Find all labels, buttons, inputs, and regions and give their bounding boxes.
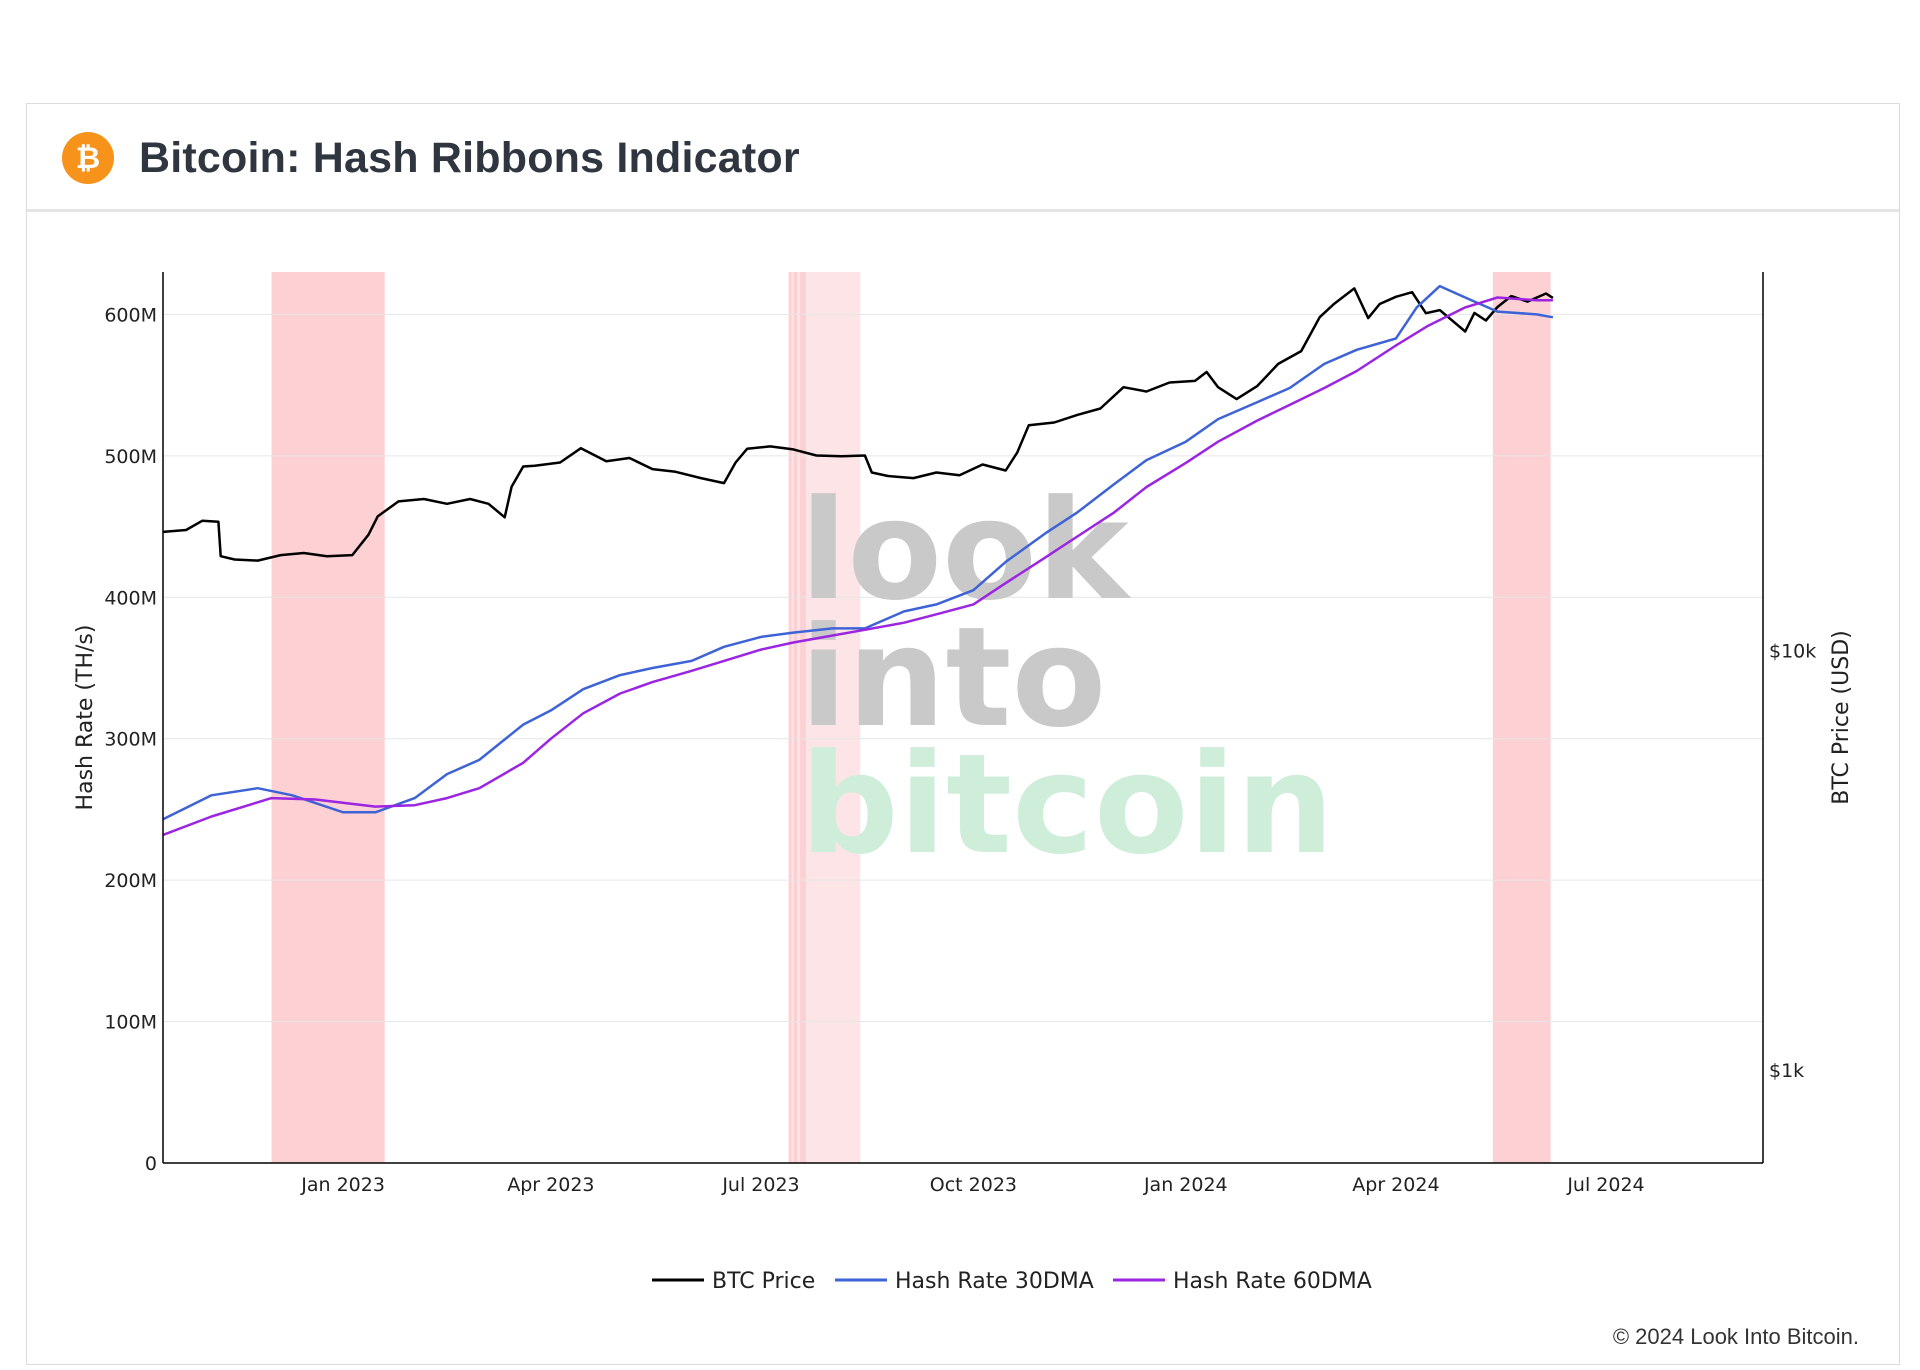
legend-label: Hash Rate 60DMA <box>1173 1269 1372 1294</box>
y-tick-label: 100M <box>104 1012 157 1034</box>
x-tick-label: Oct 2023 <box>930 1174 1017 1196</box>
capitulation-band-2-stripe-3 <box>800 272 806 1163</box>
series-hash-rate-30dma-line <box>162 284 1554 821</box>
x-tick-label: Jan 2024 <box>1143 1174 1228 1196</box>
axes: 0 100M 200M 300M 400M 500M 600M $1k $10k Jan 2023… <box>73 272 1854 1196</box>
capitulation-band-1 <box>271 272 385 1163</box>
x-tick-label: Jul 2024 <box>1566 1174 1644 1196</box>
capitulation-band-2-stripe-2 <box>793 272 798 1163</box>
y-tick-label: 400M <box>104 587 157 609</box>
bitcoin-icon: ₿ <box>62 132 114 184</box>
card-header: ₿ Bitcoin: Hash Ribbons Indicator <box>27 104 1899 212</box>
series-hash-rate-60dma-line <box>162 296 1553 837</box>
series-lines <box>162 284 1554 837</box>
y2-axis-title: BTC Price (USD) <box>1829 630 1854 804</box>
y-axis-title: Hash Rate (TH/s) <box>73 625 98 811</box>
copyright: © 2024 Look Into Bitcoin. <box>1612 1324 1859 1349</box>
y-tick-label: 300M <box>104 729 157 751</box>
capitulation-bands <box>271 272 1551 1163</box>
y2-tick-label: $10k <box>1769 641 1816 663</box>
y2-tick-label: $1k <box>1769 1060 1804 1082</box>
watermark-look: look <box>800 470 1132 631</box>
page-title: Bitcoin: Hash Ribbons Indicator <box>139 134 800 182</box>
x-tick-label: Apr 2024 <box>1352 1174 1439 1196</box>
y-tick-label: 0 <box>145 1153 157 1175</box>
x-tick-label: Jan 2023 <box>300 1174 385 1196</box>
series-btc-price-line <box>162 287 1554 562</box>
y-tick-label: 600M <box>104 304 157 326</box>
grid-lines <box>163 313 1763 1023</box>
watermark-into: into <box>800 597 1106 758</box>
svg-text:₿: ₿ <box>76 141 100 176</box>
y-tick-label: 500M <box>104 446 157 468</box>
legend[interactable]: BTC Price Hash Rate 30DMA Hash Rate 60DMA <box>652 1269 1372 1294</box>
x-tick-label: Jul 2023 <box>721 1174 799 1196</box>
watermark: look into bitcoin <box>800 470 1334 885</box>
x-tick-label: Apr 2023 <box>507 1174 594 1196</box>
capitulation-band-3 <box>1492 272 1551 1163</box>
legend-item-hash-rate-60dma[interactable]: Hash Rate 60DMA <box>1113 1269 1372 1294</box>
capitulation-band-2-stripe-1 <box>788 272 792 1163</box>
legend-label: Hash Rate 30DMA <box>895 1269 1094 1294</box>
legend-item-hash-rate-30dma[interactable]: Hash Rate 30DMA <box>835 1269 1094 1294</box>
legend-label: BTC Price <box>712 1269 815 1294</box>
watermark-bitcoin: bitcoin <box>800 724 1334 885</box>
legend-item-btc-price[interactable]: BTC Price <box>652 1269 815 1294</box>
y-tick-label: 200M <box>104 870 157 892</box>
